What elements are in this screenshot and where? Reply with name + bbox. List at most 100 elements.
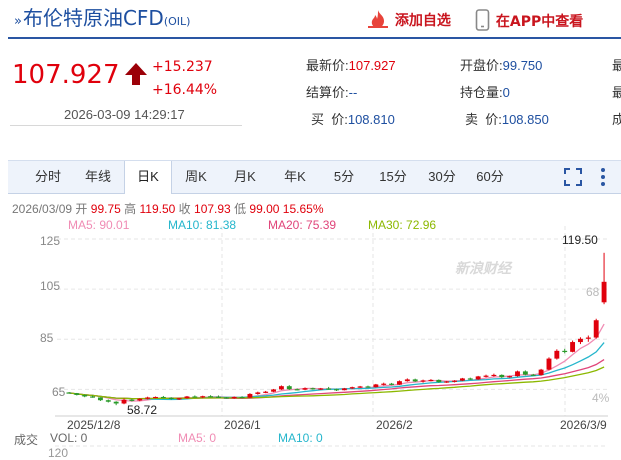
tab-intraday[interactable]: 分时 bbox=[34, 169, 61, 184]
min-price-label: 58.72 bbox=[127, 403, 158, 417]
candle[interactable] bbox=[467, 377, 473, 380]
candle[interactable] bbox=[483, 374, 489, 378]
candle-body bbox=[271, 389, 276, 392]
candle-body bbox=[562, 350, 568, 353]
candle[interactable] bbox=[145, 396, 151, 400]
candle[interactable] bbox=[499, 374, 505, 378]
candle[interactable] bbox=[546, 357, 552, 371]
candle[interactable] bbox=[121, 398, 127, 405]
candle[interactable] bbox=[562, 348, 568, 354]
candle[interactable] bbox=[507, 375, 513, 378]
candle[interactable] bbox=[357, 385, 363, 388]
candle-body bbox=[546, 358, 552, 370]
candle[interactable] bbox=[82, 394, 88, 398]
candle[interactable] bbox=[444, 380, 450, 383]
candle[interactable] bbox=[239, 396, 245, 399]
candle[interactable] bbox=[554, 349, 560, 360]
candle-body bbox=[310, 388, 316, 390]
candle[interactable] bbox=[105, 399, 111, 403]
candle[interactable] bbox=[334, 388, 339, 391]
y-tick-65: 65 bbox=[52, 385, 66, 399]
candle[interactable] bbox=[436, 379, 442, 383]
candle[interactable] bbox=[294, 388, 300, 391]
candle[interactable] bbox=[452, 380, 457, 383]
candle[interactable] bbox=[318, 387, 324, 390]
candle[interactable] bbox=[137, 398, 143, 402]
candle[interactable] bbox=[176, 397, 182, 400]
candle-body bbox=[216, 396, 221, 398]
candle[interactable] bbox=[578, 337, 583, 345]
candle[interactable] bbox=[601, 252, 607, 305]
candle[interactable] bbox=[420, 379, 426, 383]
title-code: (OIL) bbox=[163, 15, 191, 28]
tab-year-line[interactable]: 年线 bbox=[84, 169, 111, 184]
candle[interactable] bbox=[271, 388, 276, 393]
candle[interactable] bbox=[160, 395, 166, 399]
watermark: 新浪财经 bbox=[455, 260, 511, 276]
candle[interactable] bbox=[522, 370, 528, 376]
tab-monthly-k[interactable]: 月K bbox=[234, 169, 256, 184]
more-options-icon[interactable] bbox=[598, 167, 608, 187]
candle[interactable] bbox=[530, 373, 536, 376]
candle[interactable] bbox=[326, 386, 332, 390]
candle[interactable] bbox=[192, 395, 198, 398]
candle[interactable] bbox=[310, 387, 316, 390]
candle[interactable] bbox=[263, 390, 269, 394]
candle[interactable] bbox=[365, 385, 371, 388]
candle[interactable] bbox=[200, 395, 206, 399]
candle[interactable] bbox=[538, 368, 544, 376]
candle[interactable] bbox=[184, 395, 190, 399]
candle[interactable] bbox=[570, 340, 576, 353]
candle[interactable] bbox=[428, 379, 434, 382]
tab-weekly-k[interactable]: 周K bbox=[185, 169, 207, 184]
candle[interactable] bbox=[90, 395, 95, 398]
tab-daily-k[interactable]: 日K bbox=[124, 161, 172, 194]
ma5-label: MA5: 90.01 bbox=[68, 218, 130, 232]
candle[interactable] bbox=[97, 397, 103, 401]
candle-body bbox=[554, 350, 560, 359]
candle[interactable] bbox=[491, 373, 497, 377]
candle[interactable] bbox=[74, 392, 80, 396]
candle[interactable] bbox=[381, 382, 387, 386]
candle[interactable] bbox=[278, 385, 284, 390]
candle[interactable] bbox=[349, 386, 355, 389]
candle[interactable] bbox=[66, 392, 72, 394]
candle-body bbox=[538, 369, 544, 376]
candle[interactable] bbox=[475, 375, 481, 380]
tab-yearly-k[interactable]: 年K bbox=[284, 169, 306, 184]
candle-body bbox=[452, 380, 457, 382]
candle[interactable] bbox=[389, 382, 395, 386]
candle[interactable] bbox=[247, 393, 253, 398]
candle[interactable] bbox=[302, 387, 308, 391]
candle[interactable] bbox=[168, 397, 174, 400]
tab-60min[interactable]: 60分 bbox=[476, 169, 504, 184]
candle[interactable] bbox=[404, 378, 410, 382]
candle[interactable] bbox=[373, 383, 379, 388]
candle[interactable] bbox=[113, 401, 119, 406]
candle[interactable] bbox=[255, 391, 261, 395]
open-app-button[interactable]: 在APP中查看 bbox=[475, 9, 583, 31]
candle-body bbox=[412, 379, 418, 382]
candle-body bbox=[176, 398, 182, 400]
candle[interactable] bbox=[585, 335, 591, 342]
candle[interactable] bbox=[515, 370, 520, 377]
add-favorite-button[interactable]: 添加自选 bbox=[366, 9, 451, 30]
tab-15min[interactable]: 15分 bbox=[379, 169, 407, 184]
candle[interactable] bbox=[208, 395, 214, 398]
candle[interactable] bbox=[129, 398, 135, 402]
candle[interactable] bbox=[231, 396, 237, 399]
candle[interactable] bbox=[412, 378, 418, 382]
candle[interactable] bbox=[459, 377, 465, 382]
candle[interactable] bbox=[341, 387, 347, 391]
tab-30min[interactable]: 30分 bbox=[428, 169, 456, 184]
tab-5min[interactable]: 5分 bbox=[333, 169, 355, 184]
candle[interactable] bbox=[593, 318, 599, 339]
candle-body bbox=[585, 337, 591, 339]
candle[interactable] bbox=[286, 385, 292, 390]
candle[interactable] bbox=[397, 380, 402, 385]
candle[interactable] bbox=[216, 395, 221, 398]
fullscreen-icon[interactable] bbox=[563, 167, 583, 187]
candle[interactable] bbox=[153, 396, 158, 399]
candle[interactable] bbox=[223, 396, 229, 399]
